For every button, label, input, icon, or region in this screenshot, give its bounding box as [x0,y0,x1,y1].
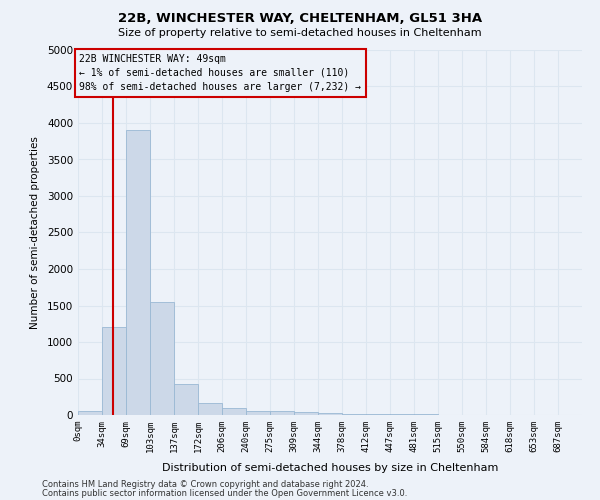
Bar [198,404,222,415]
Text: Size of property relative to semi-detached houses in Cheltenham: Size of property relative to semi-detach… [118,28,482,38]
Bar [102,328,126,415]
Bar [222,408,246,415]
Text: Contains HM Land Registry data © Crown copyright and database right 2024.: Contains HM Land Registry data © Crown c… [42,480,368,489]
Bar [342,414,366,415]
Text: 22B WINCHESTER WAY: 49sqm
← 1% of semi-detached houses are smaller (110)
98% of : 22B WINCHESTER WAY: 49sqm ← 1% of semi-d… [79,54,361,92]
Text: 22B, WINCHESTER WAY, CHELTENHAM, GL51 3HA: 22B, WINCHESTER WAY, CHELTENHAM, GL51 3H… [118,12,482,26]
Bar [246,410,270,415]
Bar [270,412,294,415]
Bar [78,412,102,415]
Text: Contains public sector information licensed under the Open Government Licence v3: Contains public sector information licen… [42,490,407,498]
Bar [126,130,150,415]
Bar [174,384,198,415]
Bar [294,412,318,415]
X-axis label: Distribution of semi-detached houses by size in Cheltenham: Distribution of semi-detached houses by … [162,463,498,473]
Bar [366,414,390,415]
Bar [390,414,414,415]
Bar [318,413,342,415]
Bar [414,414,438,415]
Bar [150,302,174,415]
Y-axis label: Number of semi-detached properties: Number of semi-detached properties [30,136,40,329]
